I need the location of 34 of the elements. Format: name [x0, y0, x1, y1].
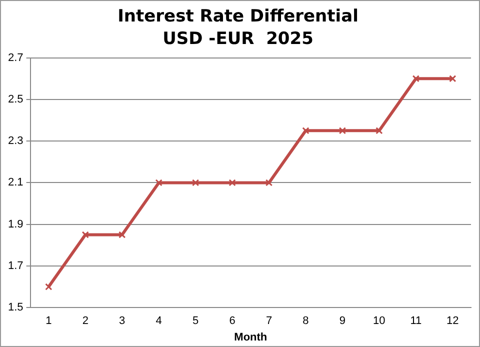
y-tick-label: 2.3	[8, 135, 24, 148]
point	[45, 283, 52, 290]
chart-subtitle: USD -EUR 2025	[162, 29, 314, 50]
x-tick-label: 10	[373, 315, 386, 328]
x-tick-label: 12	[446, 315, 459, 328]
point	[376, 127, 383, 134]
x-tick-label: 1	[46, 315, 52, 328]
chart-title: Interest Rate Differential	[118, 6, 358, 27]
point	[155, 179, 162, 186]
x-tick-label: 11	[410, 315, 422, 328]
x-tick-label: 9	[339, 315, 346, 328]
y-tick-label: 1.5	[8, 302, 24, 314]
y-tick-label: 1.9	[8, 218, 24, 230]
x-axis-title: Month	[234, 331, 268, 344]
y-tick-label: 2.7	[8, 52, 24, 64]
x-tick-label: 7	[266, 315, 272, 328]
y-tick-label: 1.7	[8, 260, 24, 272]
point	[82, 231, 89, 238]
point	[118, 231, 126, 238]
y-tick-label: 2.1	[8, 176, 24, 189]
point	[412, 75, 420, 82]
x-tick-label: 6	[229, 315, 236, 328]
y-tick-label: 2.5	[8, 93, 24, 106]
point	[228, 179, 236, 186]
x-tick-label: 3	[119, 315, 126, 328]
point	[265, 179, 273, 186]
x-tick-label: 8	[302, 315, 309, 328]
x-tick-label: 2	[82, 315, 88, 328]
x-tick-label: 4	[156, 315, 162, 328]
point	[192, 179, 200, 186]
point	[338, 127, 346, 134]
x-tick-label: 5	[192, 315, 199, 328]
point	[302, 127, 310, 134]
point	[449, 75, 456, 82]
